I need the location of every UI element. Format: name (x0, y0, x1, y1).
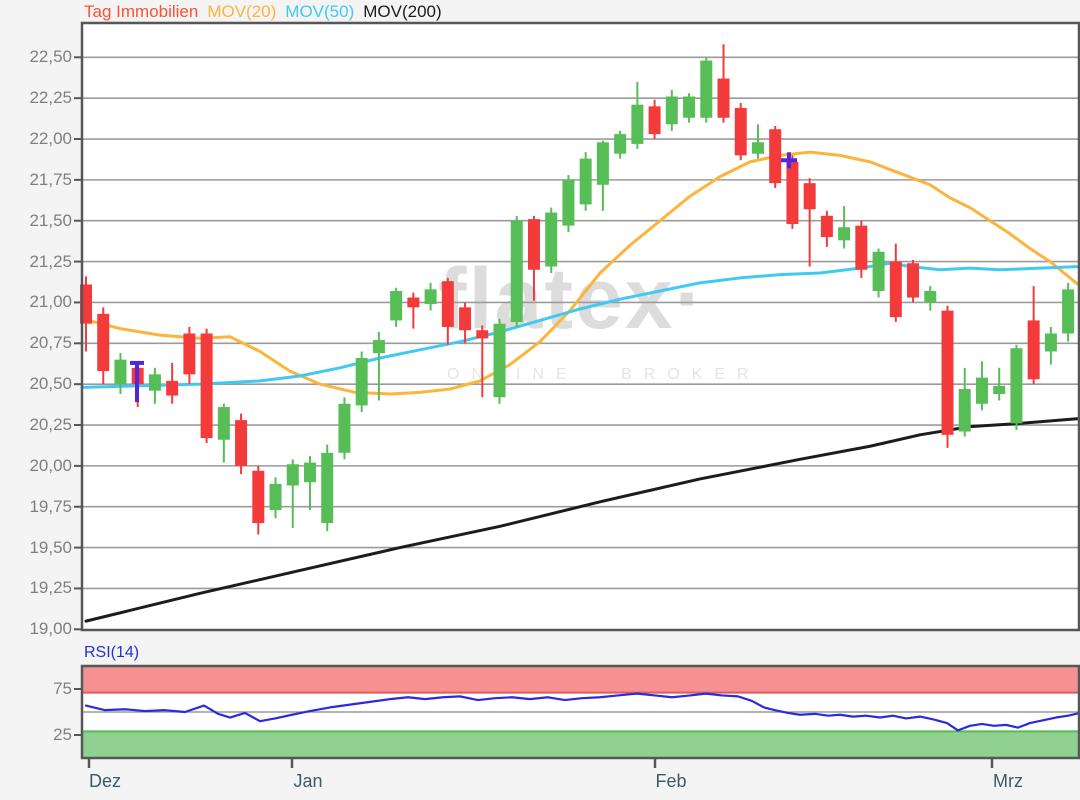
price-tick-label: 19,00 (29, 619, 72, 639)
price-tick-label: 22,50 (29, 47, 72, 67)
price-tick-label: 22,00 (29, 129, 72, 148)
price-tick-label: 20,25 (29, 415, 72, 435)
price-tick-label: 21,25 (29, 251, 72, 271)
rsi-tick-label: 25 (53, 725, 72, 744)
flatex-watermark-tagline: ONLINE BROKER (447, 366, 761, 383)
rsi-indicator-label: RSI(14) (84, 644, 140, 661)
price-tick-label: 21,00 (29, 292, 72, 312)
price-tick-label: 20,00 (29, 455, 72, 475)
price-tick-label: 19,75 (29, 496, 72, 516)
price-tick-label: 20,75 (29, 333, 72, 353)
mov50-legend-label: MOV(50) (285, 2, 355, 21)
price-tick-label: 19,50 (29, 537, 72, 557)
price-tick-label: 21,75 (29, 169, 72, 189)
price-tick-label: 22,25 (29, 88, 72, 108)
price-tick-label: 21,50 (29, 210, 72, 230)
chart-legend: Tag Immobilien MOV(20) MOV(50) MOV(200) (84, 2, 442, 22)
mov200-legend-label: MOV(200) (363, 2, 442, 21)
month-tick-label: Dez (88, 771, 121, 791)
main-chart-plot-area[interactable] (82, 23, 1079, 630)
month-tick-label: Feb (655, 771, 687, 791)
month-tick-label: Mrz (993, 771, 1023, 791)
price-tick-label: 19,25 (29, 578, 72, 598)
mov20-legend-label: MOV(20) (207, 2, 277, 21)
rsi-tick-label: 75 (53, 679, 72, 698)
price-tick-label: 20,50 (29, 374, 72, 394)
instrument-name-label: Tag Immobilien (84, 2, 199, 21)
month-tick-label: Jan (293, 771, 323, 791)
